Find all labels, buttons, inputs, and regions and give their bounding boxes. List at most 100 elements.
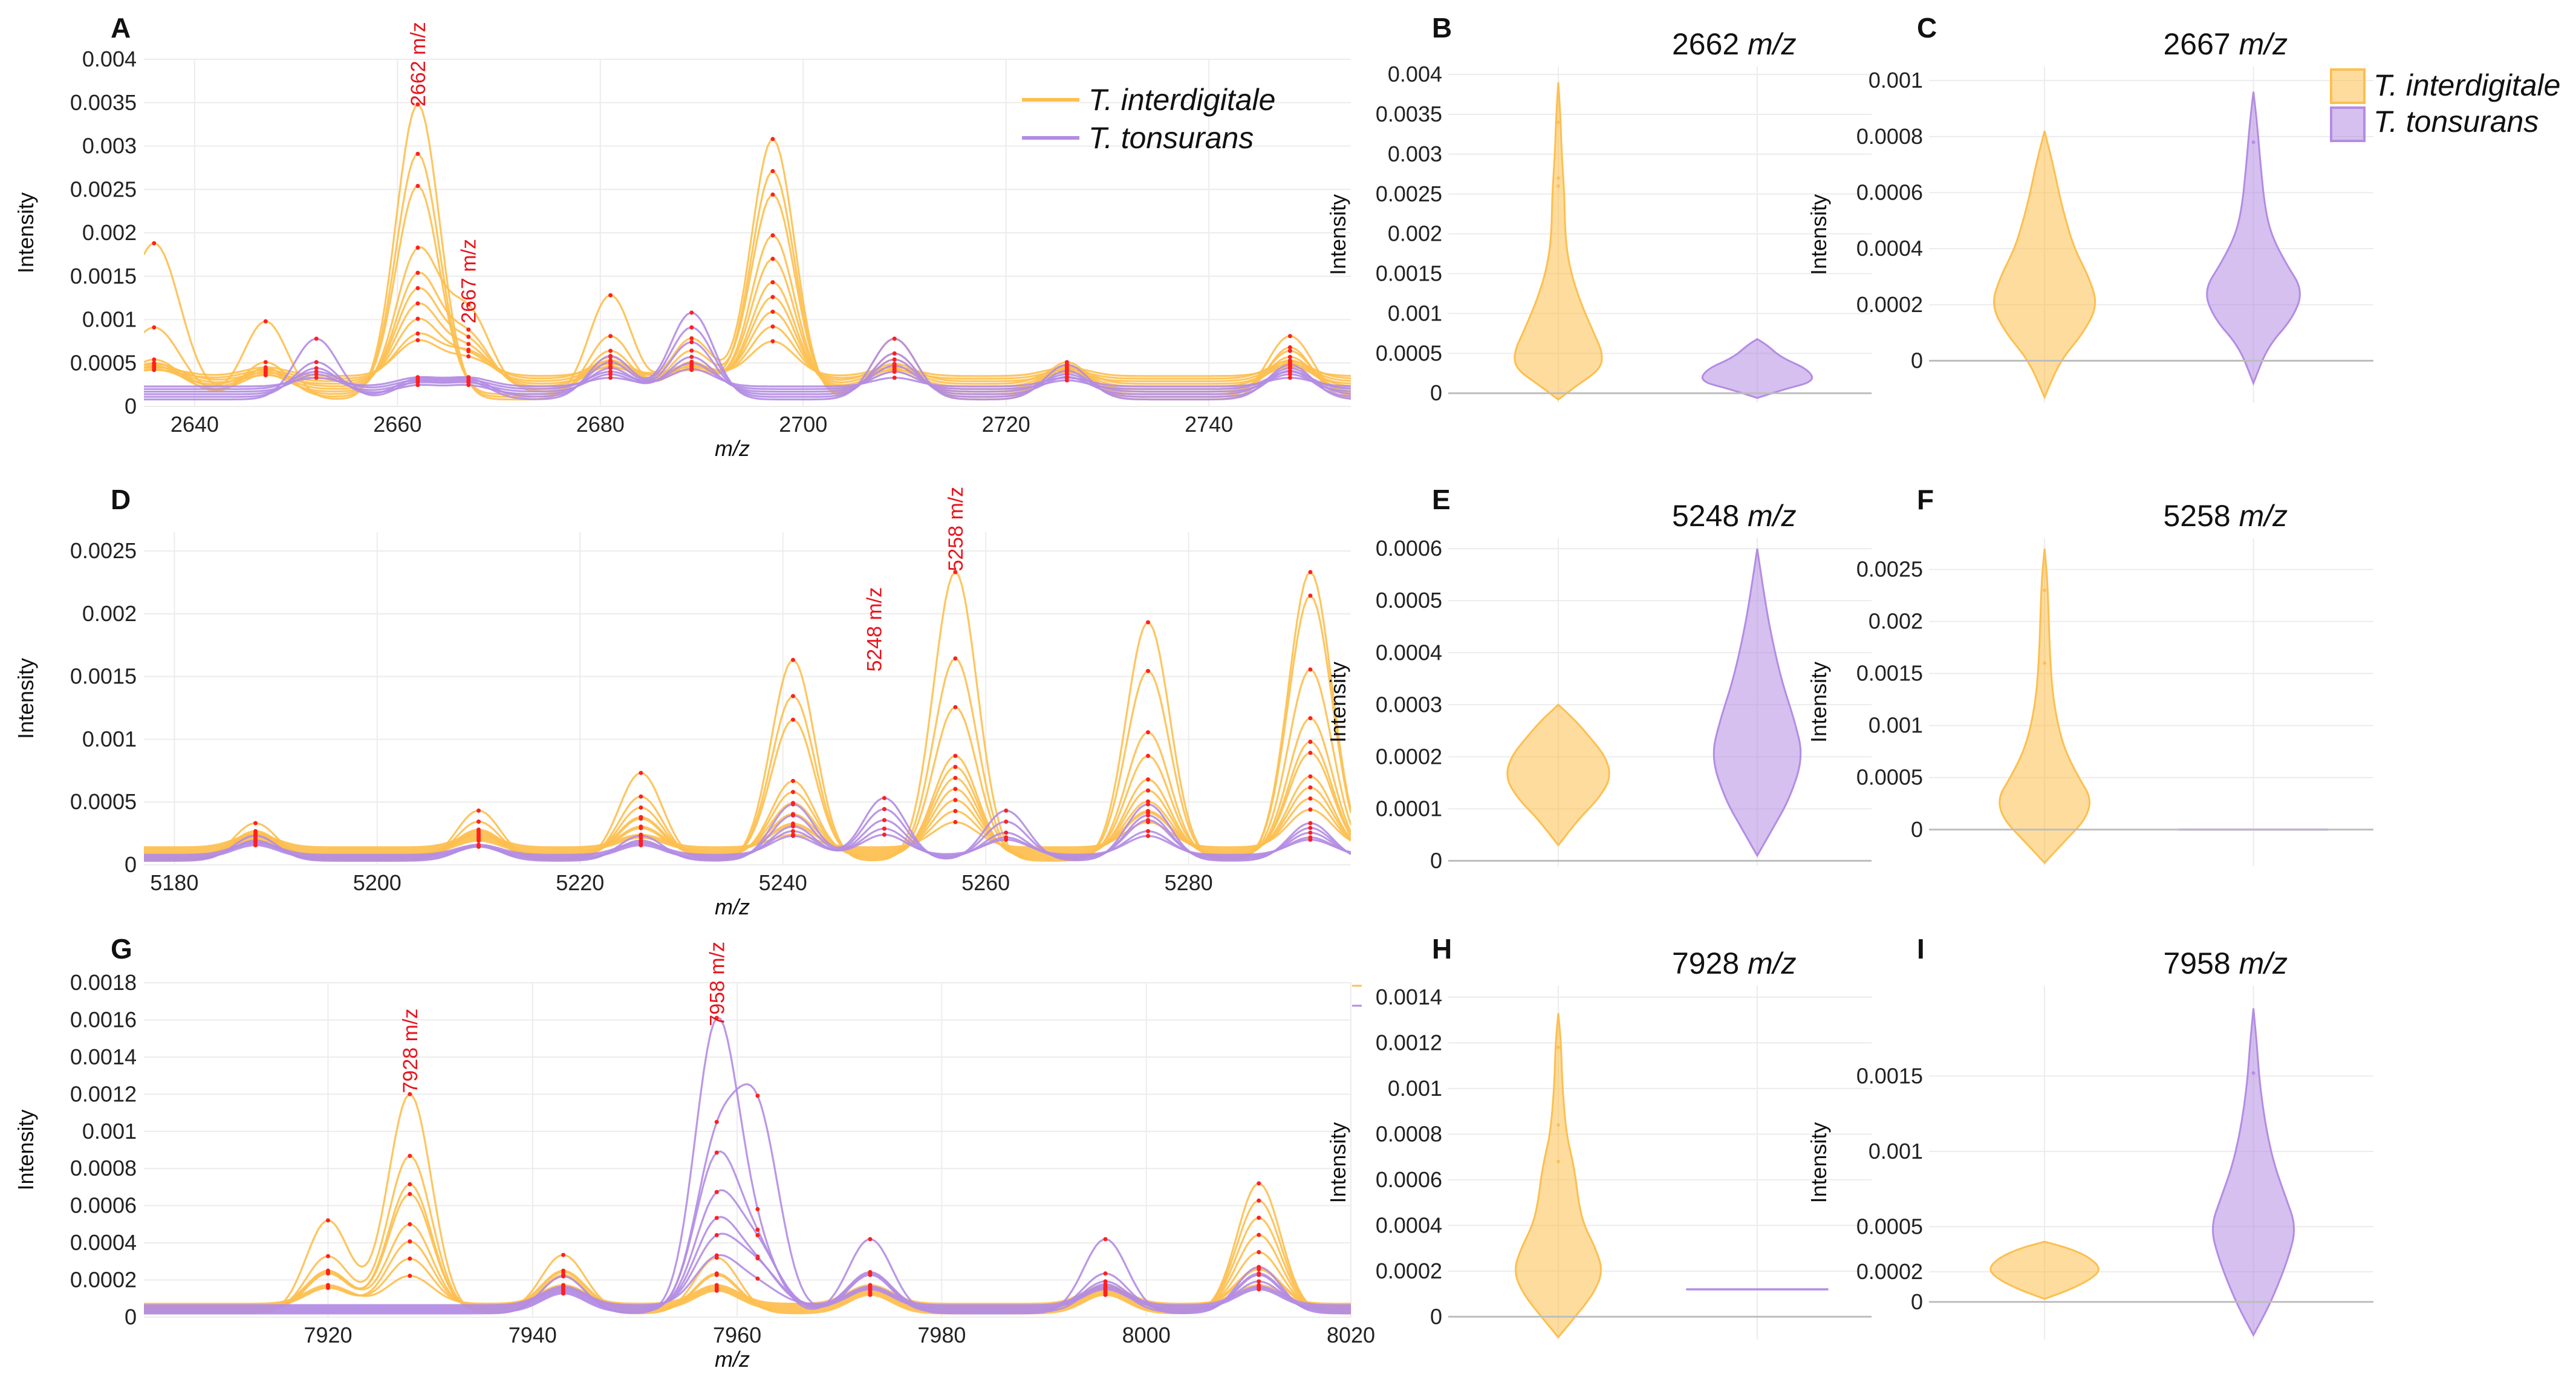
- ytick-label-f: 0.0025: [1856, 557, 1923, 582]
- ytick-label-g: 0.0006: [70, 1193, 137, 1218]
- ytick-label-c: 0.0008: [1856, 124, 1923, 149]
- peak-marker-interdigitale-d: [1146, 788, 1151, 793]
- peak-marker-tonsurans-a: [466, 375, 471, 380]
- peak-marker-tonsurans-g: [714, 1015, 719, 1020]
- ytick-label-i: 0.0005: [1856, 1214, 1923, 1239]
- peak-marker-tonsurans-g: [755, 1093, 760, 1098]
- series-line-tonsurans-g: [144, 1233, 1351, 1307]
- peak-annotation-a: 2662 m/z: [407, 22, 430, 106]
- ytick-label-f: 0.0015: [1856, 661, 1923, 686]
- ytick-label-a: 0.002: [82, 220, 137, 245]
- peak-marker-tonsurans-d: [1004, 819, 1009, 824]
- peak-marker-tonsurans-g: [868, 1284, 873, 1289]
- peak-marker-tonsurans-a: [314, 370, 319, 374]
- ytick-label-b: 0.003: [1388, 142, 1442, 166]
- ytick-label-h: 0.0012: [1376, 1030, 1442, 1055]
- peak-marker-tonsurans-d: [1146, 802, 1151, 807]
- ytick-label-h: 0.0002: [1376, 1259, 1442, 1283]
- legend-box-label-tonsurans: T. tonsurans: [2373, 105, 2539, 138]
- panel-letter-a: A: [111, 12, 131, 44]
- ytick-label-c: 0: [1911, 348, 1923, 373]
- violin-tonsurans-e: [1712, 548, 1802, 858]
- peak-annotation-g: 7928 m/z: [399, 1009, 422, 1093]
- peak-marker-interdigitale-a: [415, 184, 420, 189]
- ytick-label-b: 0.0035: [1376, 102, 1442, 126]
- violin-point-tonsurans-c: [2251, 140, 2256, 145]
- peak-marker-interdigitale-a: [770, 169, 775, 174]
- violin-tonsurans-c: [2206, 91, 2301, 386]
- peak-marker-tonsurans-d: [1004, 808, 1009, 813]
- peak-marker-tonsurans-d: [1146, 813, 1151, 818]
- ytick-label-e: 0.0004: [1376, 640, 1442, 665]
- ytick-label-e: 0.0001: [1376, 796, 1442, 821]
- peak-marker-tonsurans-g: [1257, 1279, 1261, 1284]
- peak-marker-tonsurans-a: [314, 376, 319, 380]
- peak-marker-interdigitale-g: [408, 1274, 412, 1278]
- peak-marker-tonsurans-a: [689, 360, 694, 365]
- violin-point-interdigitale-h: [1556, 1123, 1560, 1127]
- ytick-label-g: 0.0014: [70, 1044, 137, 1069]
- peak-marker-interdigitale-a: [263, 365, 268, 370]
- peak-marker-tonsurans-g: [755, 1256, 760, 1261]
- series-line-tonsurans-a: [144, 311, 1351, 401]
- peak-marker-interdigitale-a: [415, 102, 420, 107]
- peak-marker-interdigitale-a: [770, 310, 775, 314]
- legend-violins: T. interdigitale T. tonsurans: [2330, 68, 2560, 142]
- peak-marker-interdigitale-g: [714, 1271, 719, 1276]
- peak-marker-tonsurans-a: [1287, 370, 1292, 374]
- peak-marker-interdigitale-g: [325, 1268, 330, 1273]
- peak-marker-tonsurans-a: [415, 375, 420, 380]
- ytick-label-c: 0.0006: [1856, 180, 1923, 205]
- series-line-interdigitale-a: [144, 325, 1351, 380]
- y-axis-title-a: Intensity: [13, 192, 38, 273]
- panel-letter-d: D: [111, 484, 131, 515]
- peak-marker-interdigitale-d: [1308, 593, 1313, 598]
- peak-marker-interdigitale-a: [466, 302, 471, 307]
- peak-marker-tonsurans-g: [714, 1119, 719, 1124]
- peak-marker-interdigitale-d: [1308, 740, 1313, 744]
- panel-title-e-number: 5248: [1672, 499, 1748, 533]
- peak-marker-interdigitale-a: [770, 339, 775, 344]
- peak-marker-interdigitale-a: [466, 342, 471, 347]
- xtick-label-g: 7960: [713, 1323, 761, 1347]
- peak-marker-tonsurans-g: [755, 1276, 760, 1281]
- violin-interdigitale-e: [1506, 703, 1610, 847]
- violin-interdigitale-i: [1989, 1240, 2100, 1300]
- violin-point-interdigitale-h: [1556, 1045, 1560, 1049]
- peak-marker-interdigitale-g: [408, 1182, 412, 1187]
- ytick-label-f: 0.001: [1869, 713, 1923, 738]
- peak-marker-interdigitale-a: [263, 319, 268, 324]
- ytick-label-d: 0.0005: [70, 789, 137, 814]
- peak-marker-tonsurans-g: [714, 1190, 719, 1194]
- xtick-label-a: 2700: [779, 412, 827, 437]
- peak-marker-tonsurans-a: [1064, 372, 1069, 377]
- plot-area-d: [144, 570, 1351, 862]
- ytick-label-d: 0.002: [82, 601, 137, 626]
- peak-marker-interdigitale-d: [476, 832, 481, 837]
- series-line-interdigitale-g: [144, 1093, 1351, 1315]
- ytick-label-c: 0.0002: [1856, 292, 1923, 317]
- legend-label-interdigitale: T. interdigitale: [1088, 83, 1275, 117]
- peak-marker-interdigitale-a: [770, 137, 775, 142]
- series-line-tonsurans-a: [144, 356, 1351, 393]
- peak-marker-interdigitale-g: [408, 1153, 412, 1158]
- peak-marker-interdigitale-a: [1287, 334, 1292, 339]
- ytick-label-e: 0: [1430, 848, 1442, 873]
- ytick-label-f: 0.002: [1869, 609, 1923, 634]
- peak-marker-tonsurans-d: [1146, 829, 1151, 833]
- panel-title-h-number: 7928: [1672, 946, 1748, 980]
- ytick-label-b: 0: [1430, 380, 1442, 405]
- peak-marker-interdigitale-d: [1308, 751, 1313, 755]
- peak-marker-interdigitale-d: [953, 754, 958, 758]
- ytick-label-i: 0: [1911, 1289, 1923, 1314]
- peak-marker-interdigitale-a: [152, 325, 157, 330]
- peak-marker-tonsurans-g: [1103, 1237, 1108, 1242]
- peak-marker-interdigitale-g: [408, 1191, 412, 1196]
- xtick-label-g: 7980: [917, 1323, 966, 1347]
- peak-marker-interdigitale-a: [152, 362, 157, 366]
- peak-marker-interdigitale-d: [953, 787, 958, 792]
- peak-marker-tonsurans-d: [790, 802, 795, 807]
- peak-marker-interdigitale-d: [1146, 730, 1151, 735]
- peak-marker-tonsurans-d: [790, 829, 795, 833]
- peak-marker-interdigitale-d: [953, 705, 958, 709]
